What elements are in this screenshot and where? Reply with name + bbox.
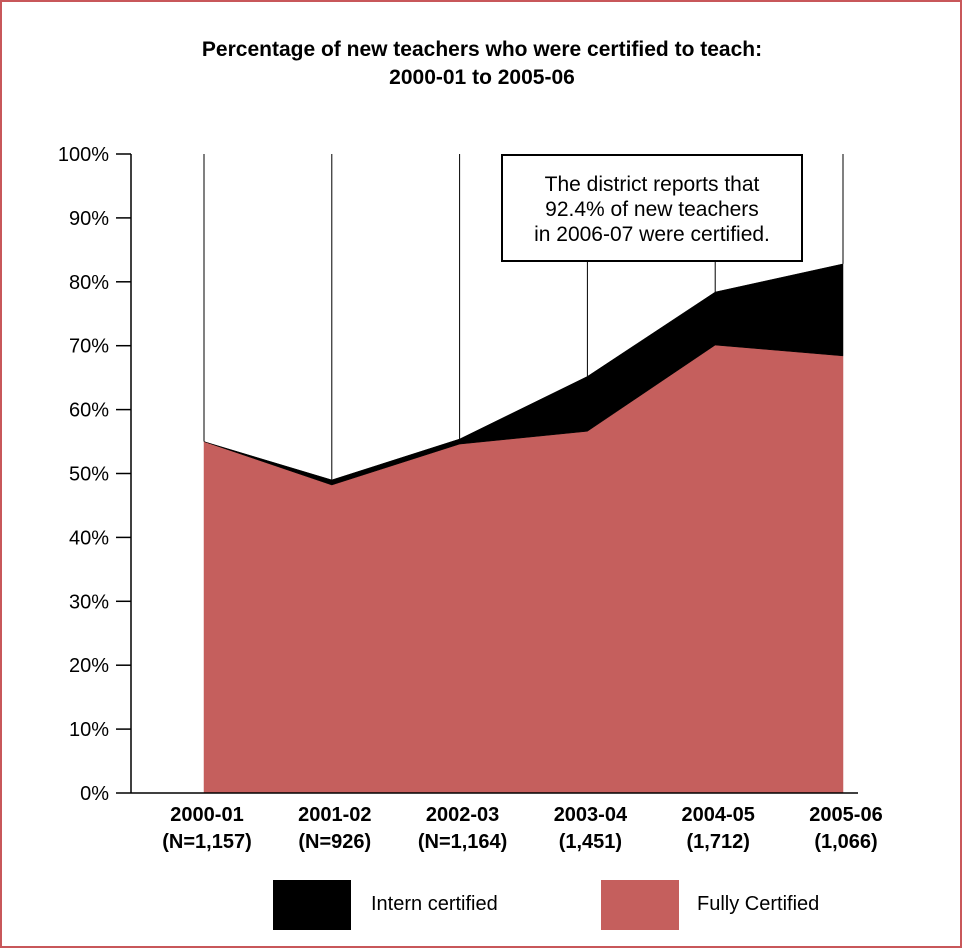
legend-label-fully: Fully Certified: [697, 893, 820, 915]
y-tick-label-6: 60%: [69, 400, 109, 422]
y-tick-label-5: 50%: [69, 464, 109, 486]
x-tick-sublabel-3: (1,451): [559, 831, 622, 853]
series-area-intern-certified: [203, 263, 844, 486]
x-tick-sublabel-2: (N=1,164): [418, 831, 508, 853]
x-tick-label-3: 2003-04: [554, 804, 628, 826]
annotation-line-3: in 2006-07 were certified.: [534, 223, 770, 246]
x-tick-label-1: 2001-02: [298, 804, 371, 826]
x-tick-label-5: 2005-06: [809, 804, 882, 826]
legend-label-intern: Intern certified: [371, 893, 498, 915]
annotation-line-1: The district reports that: [544, 173, 760, 196]
x-tick-sublabel-4: (1,712): [687, 831, 750, 853]
chart-title: Percentage of new teachers who were cert…: [0, 36, 964, 92]
x-tick-label-2: 2002-03: [426, 804, 499, 826]
y-tick-label-7: 70%: [69, 336, 109, 358]
y-tick-label-1: 10%: [69, 719, 109, 741]
y-tick-label-3: 30%: [69, 591, 109, 613]
x-tick-sublabel-0: (N=1,157): [162, 831, 252, 853]
annotation-line-2: 92.4% of new teachers: [545, 198, 759, 221]
x-tick-label-4: 2004-05: [681, 804, 754, 826]
y-tick-label-2: 20%: [69, 655, 109, 677]
x-tick-sublabel-5: (1,066): [814, 831, 877, 853]
y-tick-label-8: 80%: [69, 272, 109, 294]
legend-swatch-intern: [273, 880, 351, 930]
legend-swatch-fully: [601, 880, 679, 930]
x-tick-label-0: 2000-01: [170, 804, 243, 826]
y-tick-label-10: 100%: [58, 144, 109, 166]
y-tick-label-4: 40%: [69, 527, 109, 549]
annotation-box: The district reports that 92.4% of new t…: [501, 154, 803, 262]
x-tick-sublabel-1: (N=926): [298, 831, 371, 853]
y-tick-label-9: 90%: [69, 208, 109, 230]
chart-title-line-2: 2000-01 to 2005-06: [389, 66, 575, 89]
y-tick-label-0: 0%: [80, 783, 109, 805]
chart-title-line-1: Percentage of new teachers who were cert…: [201, 38, 763, 61]
